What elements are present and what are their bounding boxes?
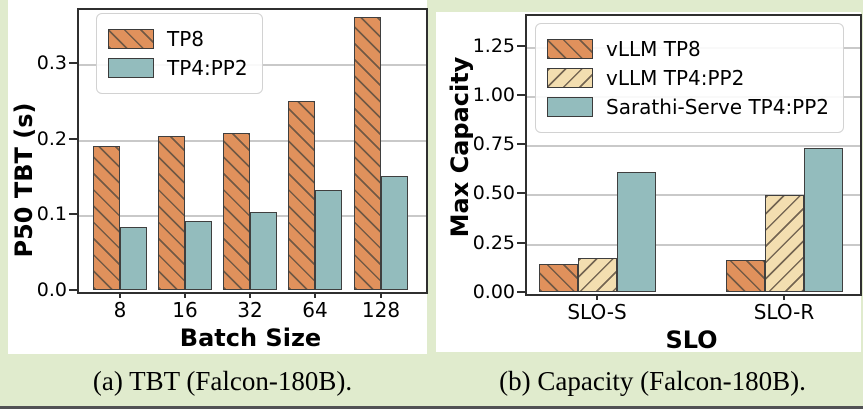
- y-tick-mark: [69, 213, 77, 216]
- legend-entry: vLLM TP4:PP2: [547, 66, 829, 90]
- y-tick-label: 0.75: [472, 133, 515, 156]
- subfigure-b-capacity-chart: Max Capacity SLO vLLM TP8 vLLM TP4:PP2 Sar…: [436, 12, 862, 354]
- bar-sarathi-serve-tp4-pp2-slo-r: [803, 148, 843, 292]
- y-tick-label: 0.2: [36, 127, 67, 150]
- legend-swatch: [547, 39, 593, 59]
- gridline: [527, 145, 860, 148]
- bar-sarathi-serve-tp4-pp2-slo-s: [616, 171, 656, 292]
- gridline: [527, 194, 860, 197]
- x-tick-label: 8: [113, 298, 127, 322]
- bar-tp4-pp2-16: [185, 221, 212, 290]
- gridline: [527, 243, 860, 246]
- x-tick-mark: [249, 292, 251, 298]
- legend-a: TP8 TP4:PP2: [96, 13, 263, 94]
- y-tick-label: 0.3: [36, 51, 67, 74]
- caption-a: (a) TBT (Falcon-180B).: [92, 366, 353, 396]
- bar-tp8-16: [158, 135, 185, 290]
- y-tick-mark: [517, 241, 525, 244]
- y-tick-mark: [517, 192, 525, 195]
- bar-tp8-8: [93, 146, 120, 290]
- subfigure-a-tbt-chart: P50 TBT (s) Batch Size TP8 TP4:PP2 0.0 0.1…: [8, 0, 428, 354]
- y-tick-mark: [69, 289, 77, 291]
- legend-entry: TP8: [108, 27, 248, 51]
- legend-swatch: [108, 29, 154, 49]
- bar-tp8-32: [223, 132, 250, 290]
- bar-tp4-pp2-128: [381, 176, 408, 290]
- y-tick-mark: [517, 44, 525, 47]
- bar-vllm-tp8-slo-r: [725, 260, 765, 292]
- legend-swatch: [108, 58, 154, 78]
- y-tick-mark: [517, 93, 525, 96]
- legend-b: vLLM TP8 vLLM TP4:PP2 Sarathi-Serve TP4:PP…: [535, 23, 845, 133]
- legend-entry-label: vLLM TP8: [606, 37, 701, 61]
- bar-tp4-pp2-8: [120, 227, 147, 290]
- x-tick-mark: [380, 292, 382, 298]
- bar-vllm-tp4-pp2-slo-s: [577, 258, 617, 292]
- y-tick-label: 1.25: [472, 34, 515, 57]
- legend-entry-label: vLLM TP4:PP2: [606, 66, 745, 90]
- x-tick-label: 32: [237, 298, 263, 322]
- x-tick-label: SLO-R: [753, 300, 815, 324]
- x-tick-mark: [119, 292, 121, 298]
- y-tick-label: 0.50: [472, 182, 515, 205]
- x-tick-mark: [596, 294, 598, 300]
- legend-entry-label: TP8: [167, 27, 205, 51]
- x-tick-mark: [783, 294, 785, 300]
- y-tick-label: 0.1: [36, 203, 67, 226]
- legend-swatch: [547, 97, 593, 117]
- x-axis-label-b: SLO: [665, 326, 718, 354]
- bar-tp8-64: [288, 101, 315, 290]
- y-tick-mark: [517, 143, 525, 146]
- legend-entry: Sarathi-Serve TP4:PP2: [547, 95, 829, 119]
- x-tick-label: 64: [302, 298, 328, 322]
- y-tick-label: 0.0: [36, 279, 67, 301]
- legend-swatch: [547, 68, 593, 88]
- x-tick-label: SLO-S: [567, 300, 627, 324]
- legend-entry: vLLM TP8: [547, 37, 829, 61]
- y-tick-mark: [69, 61, 77, 64]
- legend-entry: TP4:PP2: [108, 56, 248, 80]
- y-tick-label: 1.00: [472, 83, 515, 106]
- x-tick-mark: [314, 292, 316, 298]
- bar-tp4-pp2-32: [250, 212, 277, 290]
- bar-tp4-pp2-64: [315, 190, 342, 290]
- legend-entry-label: TP4:PP2: [167, 56, 248, 80]
- gridline: [79, 139, 426, 142]
- y-tick-label: 0.25: [472, 231, 515, 254]
- x-axis-label-a: Batch Size: [179, 324, 322, 352]
- x-tick-mark: [184, 292, 186, 298]
- bar-vllm-tp8-slo-s: [538, 264, 578, 292]
- y-tick-mark: [69, 137, 77, 140]
- y-tick-mark: [517, 291, 525, 293]
- caption-b: (b) Capacity (Falcon-180B).: [499, 366, 806, 396]
- bottom-divider-bar: [0, 406, 863, 409]
- bar-vllm-tp4-pp2-slo-r: [764, 195, 804, 292]
- x-tick-label: 16: [172, 298, 198, 322]
- y-tick-label: 0.00: [472, 281, 515, 303]
- x-tick-label: 128: [361, 298, 401, 322]
- bar-tp8-128: [354, 16, 381, 290]
- legend-entry-label: Sarathi-Serve TP4:PP2: [606, 95, 830, 119]
